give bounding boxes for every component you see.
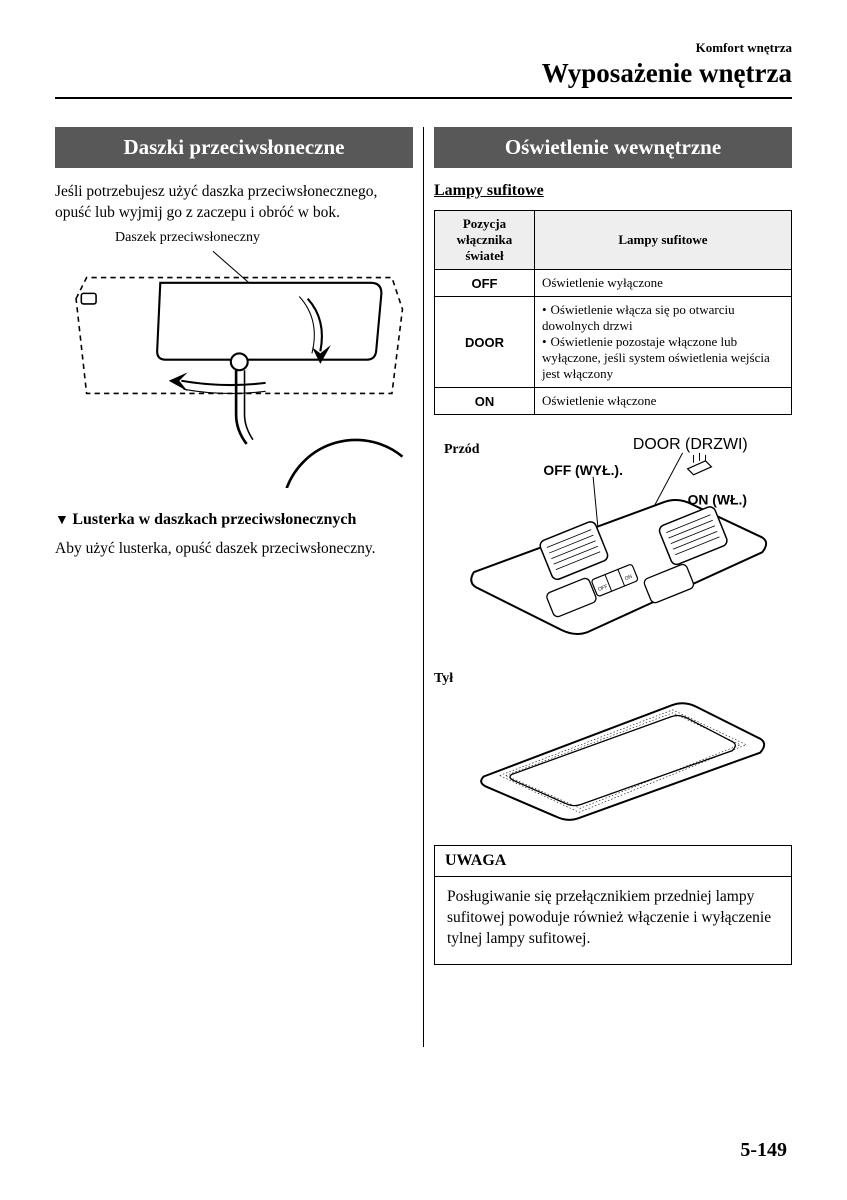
rear-lamp-svg [434,687,792,826]
notice-title: UWAGA [435,846,791,877]
visor-caption: Daszek przeciwsłoneczny [115,230,413,246]
list-item: Oświetlenie włącza się po otwarciu dowol… [542,302,784,334]
table-row: ON Oświetlenie włączone [435,388,792,415]
page-header: Komfort wnętrza Wyposażenie wnętrza [55,40,792,89]
front-lamp-svg: Przód DOOR (DRZWI) OFF (WYŁ.). ON (WŁ.) [434,433,792,662]
visor-diagram [55,246,413,493]
left-intro: Jeśli potrzebujesz użyć daszka przeciwsł… [55,182,413,224]
rear-label: Tył [434,671,792,687]
front-lamp-diagram: Przód DOOR (DRZWI) OFF (WYŁ.). ON (WŁ.) [434,433,792,667]
front-label: Przód [444,442,480,457]
off-label: OFF (WYŁ.). [543,462,623,478]
table-row: DOOR Oświetlenie włącza się po otwarciu … [435,297,792,388]
visor-svg [55,246,413,488]
page-number: 5-149 [740,1139,787,1162]
left-column: Daszki przeciwsłoneczne Jeśli potrzebuje… [55,127,421,1047]
notice-body: Posługiwanie się przełącznikiem przednie… [435,877,791,964]
th-pos: Pozycja włącznika świateł [435,211,535,270]
left-sub-heading: Lusterka w daszkach przeciwsłonecznych [55,511,413,529]
list-item: Oświetlenie pozostaje włączone lub wyłąc… [542,334,784,382]
lamp-table-body: OFF Oświetlenie wyłączone DOOR Oświetlen… [435,270,792,415]
header-title: Wyposażenie wnętrza [55,58,792,89]
cell-pos: OFF [435,270,535,297]
cell-pos: ON [435,388,535,415]
table-row: OFF Oświetlenie wyłączone [435,270,792,297]
door-label: DOOR (DRZWI) [633,436,748,453]
content-columns: Daszki przeciwsłoneczne Jeśli potrzebuje… [55,127,792,1047]
left-sub-body: Aby użyć lusterka, opuść daszek przeciws… [55,539,413,560]
cell-pos: DOOR [435,297,535,388]
th-desc: Lampy sufitowe [534,211,791,270]
lamp-table: Pozycja włącznika świateł Lampy sufitowe… [434,210,792,415]
header-rule [55,97,792,99]
cell-desc: Oświetlenie wyłączone [534,270,791,297]
header-subtitle: Komfort wnętrza [55,40,792,56]
notice-box: UWAGA Posługiwanie się przełącznikiem pr… [434,845,792,965]
table-heading: Lampy sufitowe [434,182,792,200]
cell-desc: Oświetlenie włącza się po otwarciu dowol… [534,297,791,388]
on-label: ON (WŁ.) [688,492,747,508]
column-divider [423,127,424,1047]
right-banner: Oświetlenie wewnętrzne [434,127,792,168]
right-column: Oświetlenie wewnętrzne Lampy sufitowe Po… [426,127,792,1047]
rear-lamp-diagram [434,687,792,831]
cell-desc: Oświetlenie włączone [534,388,791,415]
left-banner: Daszki przeciwsłoneczne [55,127,413,168]
